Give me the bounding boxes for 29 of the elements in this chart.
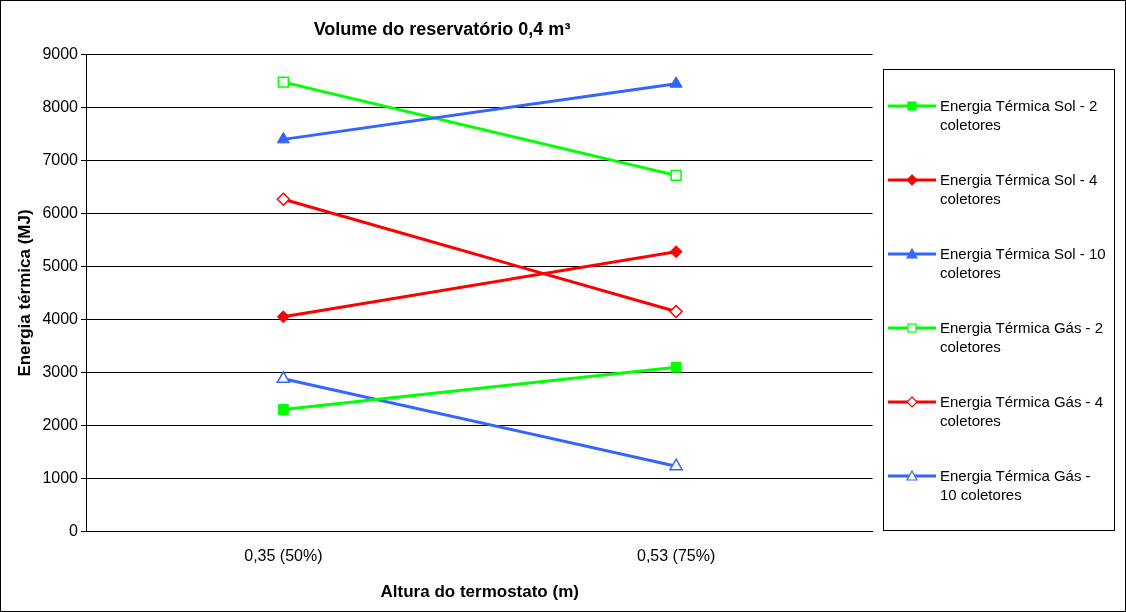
point: [670, 169, 682, 182]
y-tick-label: 9000: [42, 45, 79, 63]
point: [277, 76, 290, 88]
x-axis-title: Altura do termostato (m): [380, 582, 579, 602]
y-tick-label: 3000: [42, 362, 79, 380]
legend-label: Energia Térmica Gás - 4 coletores: [940, 392, 1105, 430]
point: [669, 245, 683, 259]
legend-label: Energia Térmica Sol - 10 coletores: [940, 244, 1107, 282]
point: [670, 361, 682, 373]
legend-label: Energia Térmica Sol - 2 coletores: [940, 96, 1099, 134]
point: [276, 192, 291, 206]
y-tick-label: 0: [69, 521, 79, 539]
y-axis-title: Energia térmica (MJ): [14, 209, 34, 377]
y-tick-label: 1000: [42, 468, 79, 486]
x-tick-label: 0,53 (75%): [636, 547, 716, 565]
y-tick-label: 8000: [42, 97, 79, 115]
chart-title: Volume do reservatório 0,4 m³: [313, 18, 571, 39]
y-tick-label: 6000: [42, 203, 79, 221]
point: [276, 310, 290, 324]
y-tick-label: 4000: [42, 309, 79, 327]
y-tick-label: 5000: [42, 256, 79, 274]
point: [277, 404, 289, 415]
y-tick-label: 2000: [42, 415, 79, 433]
x-tick-label: 0,35 (50%): [244, 547, 323, 565]
legend-label: Energia Térmica Sol - 4 coletores: [940, 170, 1099, 208]
point: [669, 304, 683, 319]
legend-label: Energia Térmica Gás - 2 coletores: [940, 318, 1105, 356]
legend-label: Energia Térmica Gás - 10 coletores: [940, 466, 1092, 504]
y-tick-label: 7000: [42, 150, 79, 168]
